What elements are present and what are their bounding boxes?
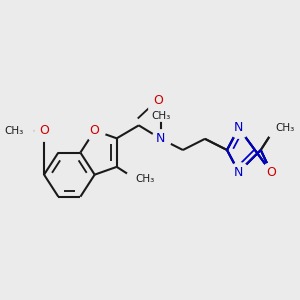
Text: O: O xyxy=(266,166,276,178)
Text: O: O xyxy=(153,94,163,107)
Text: N: N xyxy=(234,122,243,134)
Text: CH₃: CH₃ xyxy=(275,123,294,133)
Text: CH₃: CH₃ xyxy=(4,125,23,136)
Text: CH₃: CH₃ xyxy=(151,111,170,121)
Text: O: O xyxy=(90,124,100,137)
Text: N: N xyxy=(234,166,243,178)
Text: N: N xyxy=(156,132,166,145)
Text: O: O xyxy=(39,124,49,137)
Text: CH₃: CH₃ xyxy=(135,173,154,184)
